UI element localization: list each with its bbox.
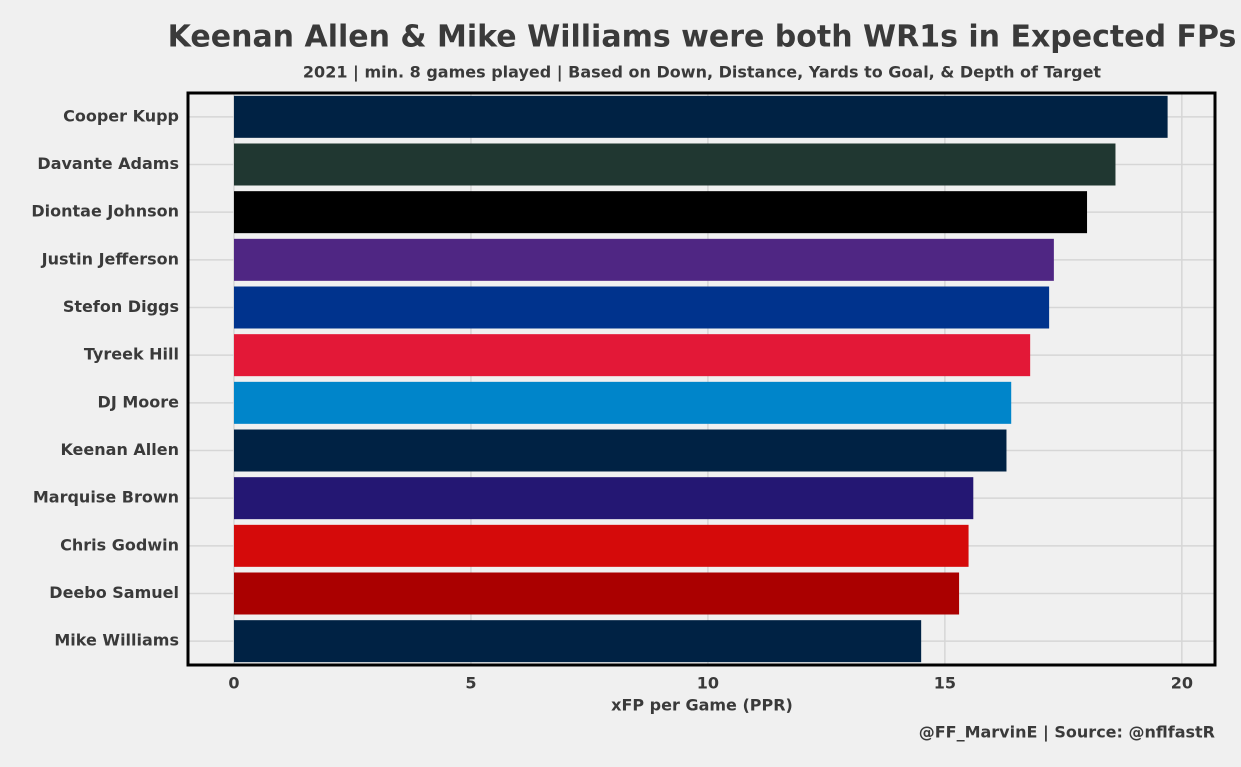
y-tick-label: Davante Adams bbox=[37, 154, 179, 173]
bar bbox=[233, 191, 1088, 234]
bar bbox=[233, 524, 969, 567]
bar bbox=[233, 381, 1012, 424]
x-tick-label: 15 bbox=[934, 674, 956, 693]
chart-title: Keenan Allen & Mike Williams were both W… bbox=[168, 20, 1237, 55]
y-tick-label: Diontae Johnson bbox=[31, 202, 179, 221]
x-tick-label: 20 bbox=[1171, 674, 1193, 693]
y-tick-label: Mike Williams bbox=[54, 631, 179, 650]
y-tick-label: DJ Moore bbox=[98, 392, 180, 411]
bar bbox=[233, 286, 1050, 329]
bar bbox=[233, 95, 1168, 138]
y-tick-label: Justin Jefferson bbox=[41, 249, 179, 268]
bar bbox=[233, 572, 960, 615]
x-tick-label: 5 bbox=[465, 674, 476, 693]
bar bbox=[233, 334, 1031, 377]
caption: @FF_MarvinE | Source: @nflfastR bbox=[919, 723, 1215, 743]
y-tick-label: Tyreek Hill bbox=[84, 345, 179, 364]
chart-subtitle: 2021 | min. 8 games played | Based on Do… bbox=[303, 63, 1101, 83]
bar bbox=[233, 429, 1007, 472]
x-axis-label: xFP per Game (PPR) bbox=[611, 696, 793, 715]
bar bbox=[233, 238, 1054, 281]
y-tick-label: Chris Godwin bbox=[60, 535, 179, 554]
y-tick-label: Keenan Allen bbox=[60, 440, 179, 459]
plot-frame bbox=[186, 91, 1217, 667]
y-tick-label: Stefon Diggs bbox=[63, 297, 179, 316]
y-tick-label: Deebo Samuel bbox=[49, 583, 179, 602]
y-tick-label: Cooper Kupp bbox=[63, 106, 179, 125]
x-tick-label: 10 bbox=[697, 674, 719, 693]
y-tick-label: Marquise Brown bbox=[33, 488, 179, 507]
x-tick-label: 0 bbox=[228, 674, 239, 693]
bar bbox=[233, 620, 922, 663]
bar bbox=[233, 477, 974, 520]
bar bbox=[233, 143, 1116, 186]
